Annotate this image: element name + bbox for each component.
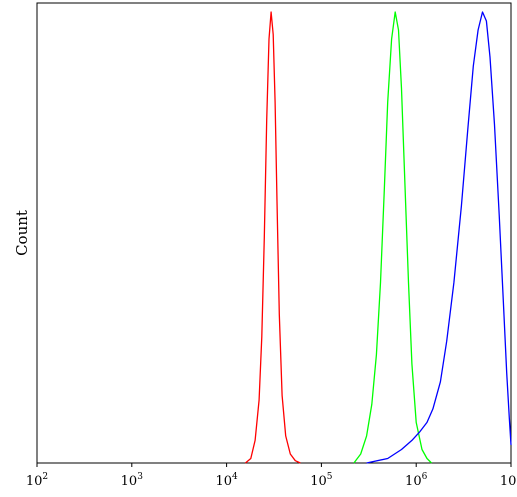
x-axis-ticks: 102 103 104 105 106 107: [26, 463, 517, 489]
x-tick-label: 105: [310, 472, 333, 489]
series-line-2: [353, 11, 432, 464]
series-line-3: [366, 11, 512, 464]
series-line-1: [244, 11, 301, 464]
x-tick-label: 103: [121, 472, 144, 489]
y-axis-label: Count: [13, 210, 31, 256]
x-tick-label: 104: [215, 472, 238, 489]
x-tick-label: 107: [500, 472, 517, 489]
series-layer: [244, 11, 512, 464]
x-tick-label: 106: [405, 472, 428, 489]
x-tick-label: 102: [26, 472, 48, 489]
